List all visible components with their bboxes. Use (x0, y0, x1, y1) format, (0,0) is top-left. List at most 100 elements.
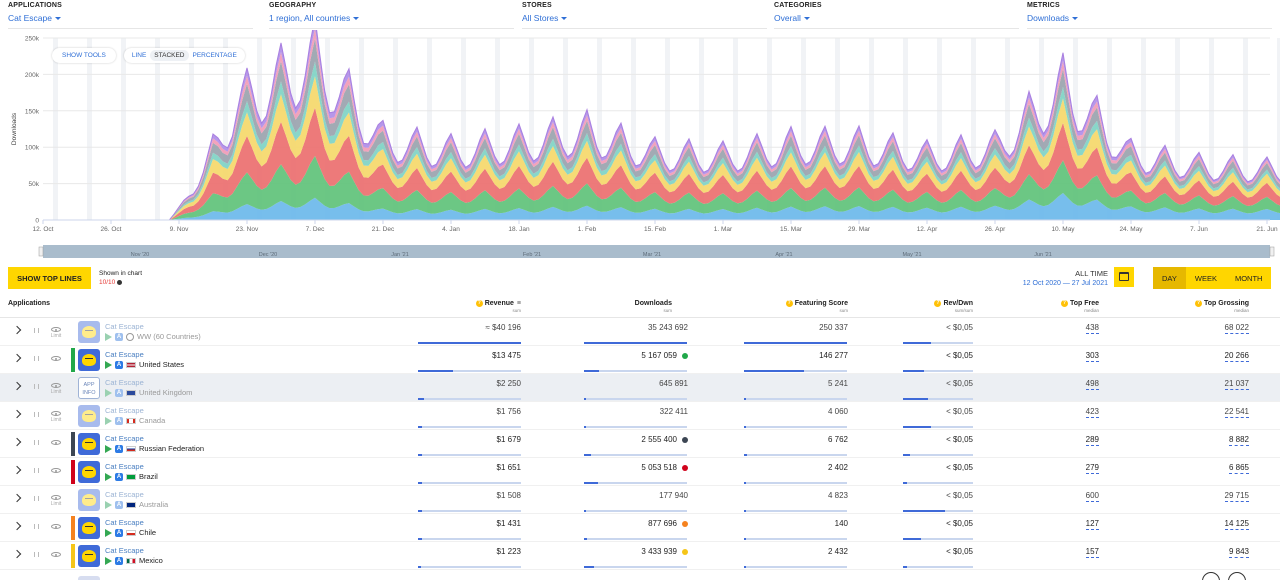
filter-categories[interactable]: CATEGORIES Overall (774, 1, 1019, 29)
header-downloads[interactable]: Downloads sum (635, 300, 672, 313)
chevron-right-icon[interactable] (12, 493, 22, 505)
top-free-cell[interactable]: 127 (1085, 519, 1099, 530)
top-free-cell[interactable]: 600 (1085, 491, 1099, 502)
app-name[interactable]: Cat Escape (105, 518, 144, 527)
app-name[interactable]: Cat Escape (105, 462, 144, 471)
app-icon[interactable] (78, 489, 100, 511)
table-row[interactable]: Cat Escape A Russian Federation $1 679 2 555… (0, 430, 1280, 458)
calendar-button[interactable] (1114, 267, 1134, 287)
table-row[interactable]: Cat Escape A Brazil $1 651 5 053 518 2 402 < $… (0, 458, 1280, 486)
app-icon[interactable] (78, 461, 100, 483)
app-name[interactable]: Cat Escape (105, 350, 144, 359)
top-grossing-cell[interactable]: 21 037 (1224, 379, 1249, 390)
top-free-cell[interactable]: 303 (1085, 351, 1099, 362)
drag-handle-icon[interactable] (33, 354, 39, 364)
limit-toggle[interactable]: Limit (50, 324, 62, 339)
drag-handle-icon[interactable] (33, 494, 39, 504)
limit-toggle[interactable]: Limit (50, 408, 62, 423)
drag-handle-icon[interactable] (33, 382, 39, 392)
header-top-free[interactable]: ? Top Free median (1060, 300, 1099, 313)
app-icon[interactable] (78, 405, 100, 427)
table-row[interactable]: Cat Escape A United States $13 475 5 167 059… (0, 346, 1280, 374)
table-row[interactable]: Limit Cat Escape A WW (60 Countries) ≈ $40 1… (0, 318, 1280, 346)
chevron-right-icon[interactable] (12, 465, 22, 477)
header-top-grossing[interactable]: ? Top Grossing median (1195, 300, 1249, 313)
top-grossing-cell[interactable]: 20 266 (1224, 351, 1249, 362)
filter-metrics[interactable]: METRICS Downloads (1027, 1, 1272, 29)
drag-handle-icon[interactable] (33, 522, 39, 532)
limit-toggle[interactable]: Limit (50, 380, 62, 395)
app-info-button[interactable]: APP INFO (78, 377, 100, 399)
top-free-cell[interactable]: 438 (1085, 323, 1099, 334)
granularity-day[interactable]: DAY (1153, 267, 1186, 289)
mode-percentage-button[interactable]: PERCENTAGE (192, 52, 237, 59)
mode-stacked-button[interactable]: STACKED (150, 50, 189, 61)
drag-handle-icon[interactable] (33, 466, 39, 476)
app-icon[interactable] (78, 433, 100, 455)
app-name[interactable]: Cat Escape (105, 434, 144, 443)
revenue-bar (418, 566, 521, 568)
granularity-week[interactable]: WEEK (1194, 273, 1217, 283)
visibility-toggle[interactable] (50, 464, 62, 478)
app-icon[interactable] (78, 517, 100, 539)
limit-toggle[interactable]: Limit (50, 492, 62, 507)
visibility-toggle[interactable] (50, 548, 62, 562)
weekend-band (1175, 38, 1180, 220)
drag-handle-icon[interactable] (33, 438, 39, 448)
visibility-toggle[interactable] (50, 352, 62, 366)
header-featuring-score[interactable]: ? Featuring Score sum (785, 300, 848, 313)
top-free-cell[interactable]: 279 (1085, 463, 1099, 474)
app-icon[interactable] (78, 321, 100, 343)
app-icon[interactable] (78, 545, 100, 567)
chevron-right-icon[interactable] (12, 353, 22, 365)
app-name[interactable]: Cat Escape (105, 546, 144, 555)
downloads-bar (584, 510, 687, 512)
top-free-cell[interactable]: 423 (1085, 407, 1099, 418)
stacked-area-chart[interactable]: 0 50k 100k 150k 200k 250k Downloads 12. Oct 26. … (0, 30, 1280, 262)
show-tools-button[interactable]: SHOW TOOLS (52, 48, 116, 63)
chevron-right-icon[interactable] (12, 381, 22, 393)
drag-handle-icon[interactable] (33, 410, 39, 420)
sort-icon[interactable]: ≡ (516, 300, 521, 307)
top-free-cell[interactable]: 498 (1085, 379, 1099, 390)
table-row[interactable]: Cat Escape A Chile $1 431 877 696 140 < $0,05 1… (0, 514, 1280, 542)
mode-line-button[interactable]: LINE (131, 52, 147, 59)
chevron-right-icon[interactable] (12, 521, 22, 533)
top-free-cell[interactable]: 289 (1085, 435, 1099, 446)
top-grossing-cell[interactable]: 8 882 (1228, 435, 1249, 446)
chevron-right-icon[interactable] (12, 409, 22, 421)
top-free-cell[interactable]: 157 (1085, 547, 1099, 558)
top-grossing-cell[interactable]: 22 541 (1224, 407, 1249, 418)
top-grossing-cell[interactable]: 9 843 (1228, 547, 1249, 558)
drag-handle-icon[interactable] (33, 550, 39, 560)
header-rev-dwn[interactable]: ? Rev/Dwn sum/sum (934, 300, 973, 313)
app-name[interactable]: Cat Escape (105, 406, 144, 415)
filter-geography[interactable]: GEOGRAPHY 1 region, All countries (269, 1, 514, 29)
drag-handle-icon[interactable] (33, 326, 39, 336)
header-revenue[interactable]: ? Revenue ≡ sum (475, 300, 521, 313)
chevron-right-icon[interactable] (12, 549, 22, 561)
top-grossing-cell[interactable]: 29 715 (1224, 491, 1249, 502)
period-selector[interactable]: ALL TIME 12 Oct 2020 — 27 Jul 2021 (1023, 269, 1108, 289)
visibility-toggle[interactable] (50, 436, 62, 450)
table-row[interactable]: Limit Cat Escape A Canada $1 756 322 411 4 060… (0, 402, 1280, 430)
app-name[interactable]: Cat Escape (105, 378, 144, 387)
app-name[interactable]: Cat Escape (105, 322, 144, 331)
top-grossing-cell[interactable]: 14 125 (1224, 519, 1249, 530)
filter-stores[interactable]: STORES All Stores (522, 1, 767, 29)
app-name[interactable]: Cat Escape (105, 490, 144, 499)
shown-in-chart[interactable]: Shown in chart 10/10 (99, 269, 142, 287)
chevron-right-icon[interactable] (12, 437, 22, 449)
top-grossing-cell[interactable]: 68 022 (1224, 323, 1249, 334)
visibility-toggle[interactable] (50, 520, 62, 534)
table-row[interactable]: Limit Cat Escape A Australia $1 508 177 940 4 … (0, 486, 1280, 514)
table-row[interactable]: Limit APP INFO Cat Escape A United Kingdom $2… (0, 374, 1280, 402)
table-row[interactable]: Cat Escape A Mexico $1 223 3 433 939 2 432 < $… (0, 542, 1280, 570)
chevron-right-icon[interactable] (12, 325, 22, 337)
app-icon[interactable] (78, 349, 100, 371)
top-grossing-cell[interactable]: 6 865 (1228, 463, 1249, 474)
show-top-lines-button[interactable]: SHOW TOP LINES (8, 267, 91, 289)
downloads-cell: 2 555 400 (641, 435, 688, 444)
granularity-month[interactable]: MONTH (1234, 273, 1263, 283)
filter-applications[interactable]: APPLICATIONS Cat Escape (8, 1, 253, 29)
